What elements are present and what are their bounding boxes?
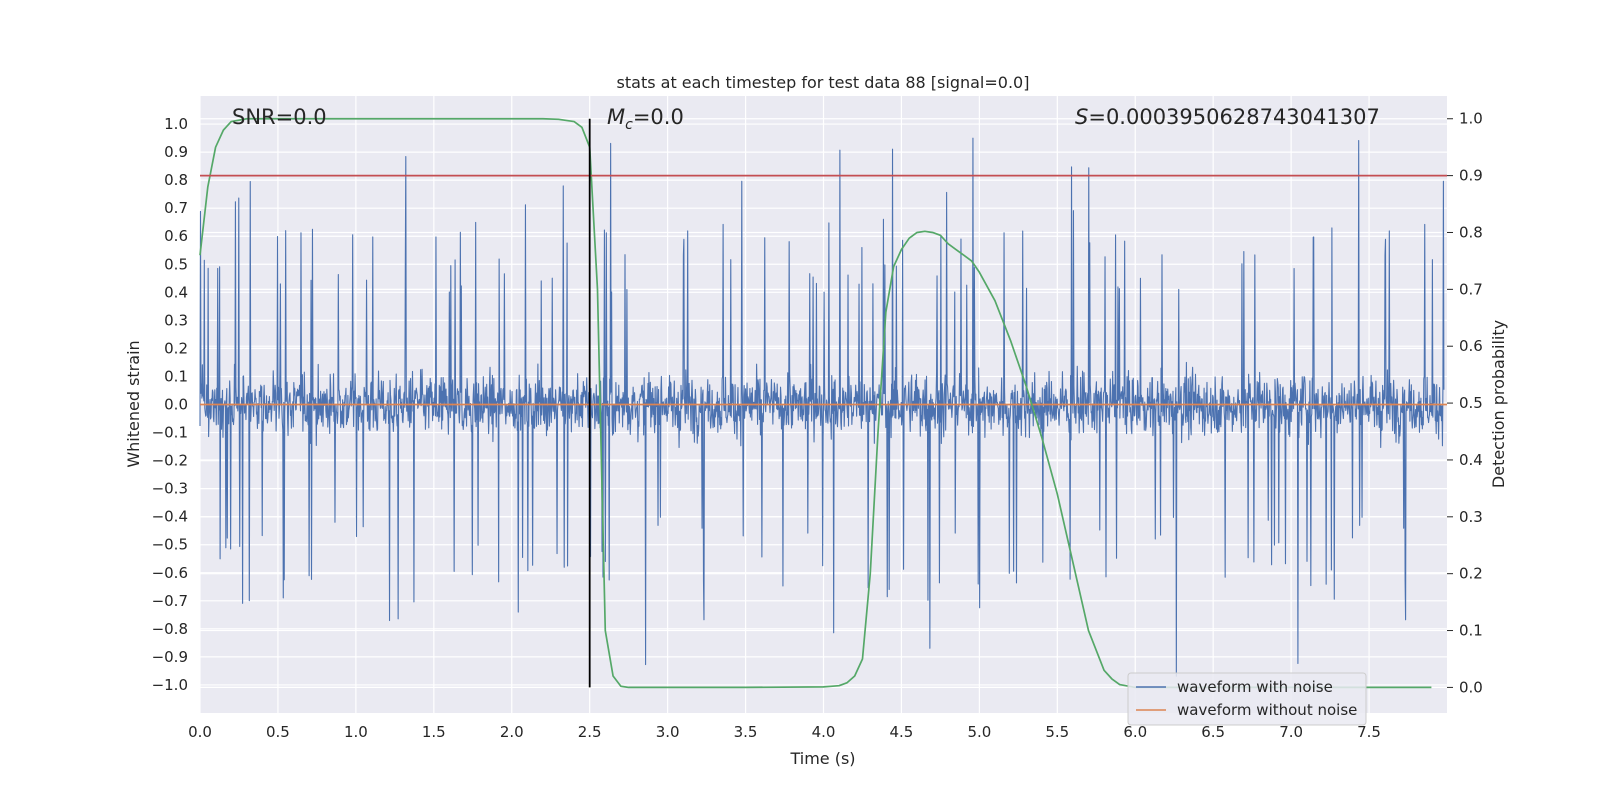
x-tick-label: 4.0 [812,723,836,741]
series-layer [199,117,1447,689]
y-tick-label: 1.0 [164,115,188,133]
y2-tick-label: 0.6 [1459,337,1483,355]
x-tick-label: 5.0 [967,723,991,741]
y-tick-label: 0.3 [164,311,188,329]
x-tick-label: 3.5 [734,723,758,741]
y-tick-label: 0.5 [164,255,188,273]
s-annotation: S=0.0003950628743041307 [1075,105,1380,129]
y-tick-label: −0.3 [152,480,188,498]
y2-tick-label: 0.7 [1459,280,1483,298]
x-tick-label: 0.5 [266,723,290,741]
y-tick-label: −0.2 [152,452,188,470]
legend-label-noise: waveform with noise [1177,678,1333,696]
waveform-with-noise-series [199,137,1445,677]
series-line-waveform-with-noise [199,137,1445,677]
x-axis-label: Time (s) [789,749,855,768]
y-tick-label: 0.9 [164,143,188,161]
legend-label-clean: waveform without noise [1177,701,1357,719]
y-tick-label: −0.1 [152,424,188,442]
y2-tick-label: 0.1 [1459,622,1483,640]
x-tick-label: 5.5 [1045,723,1069,741]
series-line-detection-probability [199,117,1432,689]
y-tick-label: 0.1 [164,367,188,385]
y-tick-label: −0.7 [152,592,188,610]
y-tick-label: 0.7 [164,199,188,217]
y-tick-label: 0.0 [164,396,188,414]
y-tick-label: 0.6 [164,227,188,245]
x-tick-label: 6.5 [1201,723,1225,741]
y-tick-label: 0.8 [164,171,188,189]
y-tick-label: 0.2 [164,339,188,357]
x-tick-label: 3.0 [656,723,680,741]
y-axis-label: Whitened strain [124,340,143,467]
x-tick-label: 4.5 [890,723,914,741]
x-tick-label: 7.0 [1279,723,1303,741]
chart-title: stats at each timestep for test data 88 … [617,73,1030,92]
x-tick-label: 7.5 [1357,723,1381,741]
y-tick-label: −0.4 [152,508,188,526]
y-tick-label: −0.6 [152,564,188,582]
y-tick-label: −0.9 [152,648,188,666]
x-tick-label: 2.0 [500,723,524,741]
y-tick-label: 0.4 [164,283,188,301]
y-tick-label: −1.0 [152,676,188,694]
y2-tick-label: 0.5 [1459,394,1483,412]
y2-tick-label: 0.2 [1459,565,1483,583]
y2-tick-label: 0.9 [1459,167,1483,185]
legend: waveform with noise waveform without noi… [1127,672,1367,726]
y2-tick-label: 0.8 [1459,223,1483,241]
y2-tick-label: 0.4 [1459,451,1483,469]
y2-tick-label: 1.0 [1459,110,1483,128]
x-tick-label: 0.0 [188,723,212,741]
legend-box [1127,672,1367,726]
y2-tick-label: 0.3 [1459,508,1483,526]
x-tick-label: 6.0 [1123,723,1147,741]
y-tick-label: −0.8 [152,620,188,638]
y2-axis-label: Detection probability [1489,320,1508,488]
tick-labels: 0.0 0.5 1.0 1.5 2.0 2.5 3.0 3.5 4.0 4.5 5.0 5.5 6.0 6… [152,110,1483,741]
y-tick-label: −0.5 [152,536,188,554]
x-tick-label: 1.5 [422,723,446,741]
y2-tick-label: 0.0 [1459,678,1483,696]
chirp-mass-annotation: Mc=0.0 [607,105,684,133]
x-tick-label: 1.0 [344,723,368,741]
x-tick-label: 2.5 [578,723,602,741]
snr-annotation: SNR=0.0 [232,105,327,129]
